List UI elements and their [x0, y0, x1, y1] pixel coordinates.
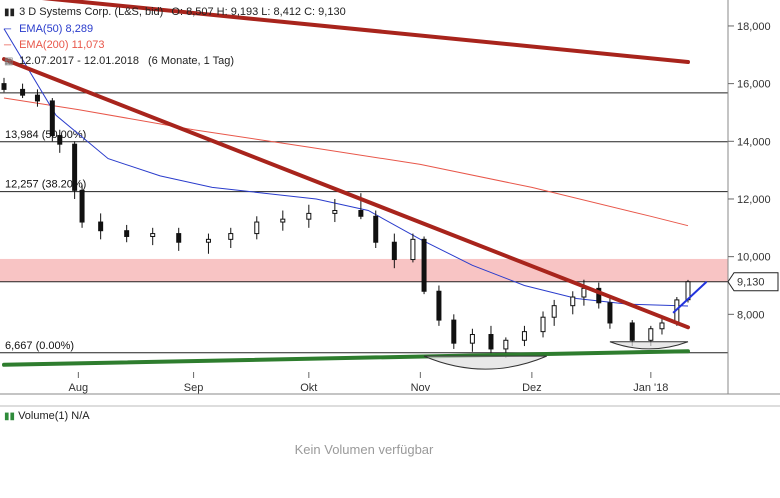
price-levels: 13,984 (50.00%) 12,257 (38.20%) 6,667 (0.0…	[0, 92, 728, 354]
y-tick-label: 12,000	[737, 194, 771, 206]
candle-body	[451, 319, 457, 344]
volume-label: Volume(1)	[18, 410, 69, 422]
candle-body	[205, 238, 211, 243]
fib-level-label: 13,984 (50.00%)	[5, 129, 86, 141]
ema200-line	[3, 97, 689, 227]
calendar-icon: ▦	[4, 56, 14, 67]
candle-body	[280, 218, 286, 223]
candle-body	[659, 322, 665, 330]
candle-body	[421, 238, 427, 292]
range-label: 12.07.2017 - 12.01.2018	[19, 55, 139, 67]
candle-body	[254, 221, 260, 235]
legend-ema200: ─ EMA(200) 11,073	[4, 39, 104, 52]
candle-body	[581, 287, 587, 298]
candle-body	[358, 210, 364, 217]
ohlc-values: O: 8,507 H: 9,193 L: 8,412 C: 9,130	[171, 6, 346, 18]
ema50-label: EMA(50)	[19, 23, 63, 35]
range-note: (6 Monate, 1 Tag)	[148, 55, 235, 67]
candle-body	[176, 233, 182, 243]
candle-body	[469, 334, 475, 344]
candle-body	[20, 88, 26, 96]
candlestick-icon: ▮▮	[4, 7, 16, 18]
candles	[1, 77, 691, 358]
candle-body	[373, 215, 379, 243]
fib-level-label: 12,257 (38.20%)	[5, 179, 86, 191]
candle-body	[124, 230, 130, 237]
candle-body	[391, 241, 397, 261]
candle-body	[150, 233, 156, 237]
no-volume-message: Kein Volumen verfügbar	[294, 442, 434, 457]
legend-range: ▦ 12.07.2017 - 12.01.2018 (6 Monate, 1 T…	[4, 55, 234, 68]
resistance-band	[0, 258, 728, 282]
candle-body	[607, 302, 613, 324]
ema50-line	[3, 28, 689, 307]
support-trendline	[2, 349, 690, 367]
trendlines	[2, 0, 708, 367]
last-price-label: 9,130	[737, 277, 765, 289]
candle-body	[57, 135, 63, 145]
x-tick-label: Aug	[69, 382, 89, 394]
volume-value: N/A	[71, 410, 90, 422]
resistance-zone	[0, 258, 728, 282]
chart-title: 3 D Systems Corp. (L&S, bid)	[19, 6, 164, 18]
candle-body	[648, 328, 654, 341]
candle-body	[436, 290, 442, 321]
candle-body	[72, 143, 78, 191]
candle-body	[596, 287, 602, 304]
volume-legend: ▮▮ Volume(1) N/A	[4, 410, 90, 422]
bar-chart-icon: ▮▮	[4, 411, 16, 422]
y-tick-label: 18,000	[737, 21, 771, 33]
axis-labels: 8,000 10,000 12,000 14,000 16,000 18,000 9,130…	[69, 21, 779, 394]
candle-body	[1, 83, 7, 90]
resistance-trendline	[2, 57, 690, 330]
ema50-value: 8,289	[65, 23, 94, 35]
x-tick-label: Nov	[411, 382, 431, 394]
candle-body	[49, 100, 55, 137]
y-tick-label: 8,000	[737, 309, 765, 321]
ema200-label: EMA(200)	[19, 39, 69, 51]
candle-body	[540, 316, 546, 333]
ema200-value: 11,073	[71, 39, 105, 51]
candle-body	[521, 331, 527, 341]
candle-body	[410, 238, 416, 261]
legend-ema50: ─ EMA(50) 8,289	[4, 23, 93, 36]
axes	[0, 0, 780, 407]
candle-body	[34, 94, 40, 102]
moving-averages	[3, 28, 689, 307]
candle-body	[98, 221, 104, 232]
bowl-patterns	[423, 341, 689, 370]
line-icon: ─	[4, 40, 12, 51]
x-tick-label: Dez	[522, 382, 542, 394]
chart-title-row: ▮▮ 3 D Systems Corp. (L&S, bid) O: 8,507…	[4, 6, 346, 19]
candle-body	[570, 296, 576, 307]
fib-level-label: 6,667 (0.00%)	[5, 340, 74, 352]
candle-body	[488, 334, 494, 350]
candle-body	[551, 305, 557, 318]
y-tick-label: 10,000	[737, 252, 771, 264]
y-tick-label: 14,000	[737, 136, 771, 148]
candle-body	[306, 212, 312, 220]
y-tick-label: 16,000	[737, 79, 771, 91]
candle-body	[228, 233, 234, 240]
candle-body	[629, 322, 635, 341]
bowl-shape	[609, 341, 689, 350]
projection-arrow	[672, 281, 708, 314]
candle-body	[503, 339, 509, 350]
bowl-shape	[423, 355, 547, 370]
last-price-tag	[727, 272, 779, 292]
resistance-trendline	[41, 0, 690, 64]
candle-body	[332, 210, 338, 214]
line-icon: ─	[4, 24, 12, 35]
x-tick-label: Jan '18	[633, 382, 668, 394]
x-tick-label: Okt	[300, 382, 317, 394]
x-tick-label: Sep	[184, 382, 204, 394]
candle-body	[79, 189, 85, 223]
